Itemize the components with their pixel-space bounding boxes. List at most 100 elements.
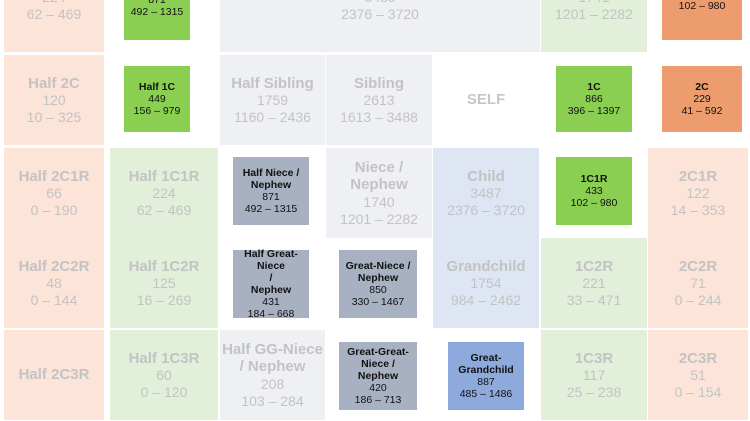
shared-cm-average: 3487: [470, 185, 502, 202]
shared-cm-average: 2613: [363, 92, 395, 109]
relationship-cell: Half GG-Niece / Nephew 208 103 – 284: [220, 330, 325, 420]
shared-cm-average: 60: [156, 367, 172, 384]
relationship-name: 1C: [587, 80, 601, 93]
shared-cm-range: 492 – 1315: [130, 6, 184, 19]
relationship-cell: Great-Niece / Nephew 850 330 – 1467: [339, 250, 417, 318]
relationship-cell: Half Sibling 1759 1160 – 2436: [220, 55, 325, 145]
shared-cm-average: 66: [46, 185, 62, 202]
relationship-cell: 2C2R 71 0 – 244: [648, 238, 748, 328]
shared-cm-range: 62 – 469: [26, 6, 82, 22]
relationship-cell: Great- Grandchild 887 485 – 1486: [448, 342, 524, 410]
shared-cm-average: 120: [42, 92, 66, 109]
relationship-name: SELF: [466, 91, 506, 109]
relationship-cell: 34852376 – 3720: [220, 0, 540, 52]
relationship-name: Half 1C1R: [128, 167, 200, 185]
relationship-cell: Half 1C 449 156 – 979: [124, 66, 190, 132]
shared-cm-range: 1201 – 2282: [340, 210, 418, 227]
relationship-name: 2C1R: [678, 167, 718, 185]
shared-cm-average: 420: [369, 381, 387, 394]
shared-cm-range: 102 – 980: [678, 0, 726, 12]
shared-cm-average: 224: [152, 185, 176, 202]
shared-cm-average: 117: [582, 367, 606, 384]
shared-cm-range: 0 – 144: [30, 291, 78, 308]
shared-cm-range: 2376 – 3720: [447, 201, 525, 218]
shared-cm-range: 156 – 979: [133, 105, 181, 118]
shared-cm-range: 492 – 1315: [244, 203, 298, 216]
relationship-name: Half Great-Niece / Nephew: [244, 247, 298, 296]
relationship-name: Grandchild: [446, 257, 526, 275]
shared-cm-average: 125: [152, 275, 176, 292]
shared-cm-average: 449: [148, 92, 166, 105]
relationship-name: Great- Grandchild: [458, 351, 514, 376]
relationship-cell: Great-Great- Niece / Nephew 420 186 – 713: [339, 342, 417, 410]
relationship-cell: 1C2R 221 33 – 471: [541, 238, 647, 328]
shared-cm-range: 103 – 284: [241, 392, 304, 409]
shared-cm-average: 1740: [363, 194, 395, 211]
shared-cm-average: 1754: [470, 275, 502, 292]
relationship-cell: 1C1R 433 102 – 980: [556, 157, 632, 225]
shared-cm-range: 33 – 471: [566, 291, 622, 308]
relationship-cell: Half 1C3R 60 0 – 120: [110, 330, 218, 420]
relationship-cell: Grandchild 1754 984 – 2462: [433, 238, 539, 328]
relationship-cell: 2C 229 41 – 592: [662, 66, 742, 132]
relationship-cell: 2C3R 51 0 – 154: [648, 330, 748, 420]
relationship-name: Half 2C3R: [18, 366, 90, 384]
shared-cm-range: 41 – 592: [681, 105, 723, 118]
shared-cm-range: 1160 – 2436: [234, 108, 311, 125]
relationship-name: Half 1C: [138, 80, 176, 93]
relationship-name: Half GG-Niece / Nephew: [222, 340, 323, 376]
shared-cm-range: 2376 – 3720: [341, 6, 419, 22]
shared-cm-average: 1741: [578, 0, 609, 6]
shared-cm-range: 62 – 469: [136, 201, 192, 218]
shared-cm-range: 102 – 980: [570, 197, 618, 210]
shared-cm-range: 10 – 325: [26, 108, 82, 125]
shared-cm-range: 0 – 244: [674, 291, 722, 308]
shared-cm-range: 396 – 1397: [567, 105, 621, 118]
shared-cm-average: 871: [262, 190, 280, 203]
relationship-name: Half 1C2R: [128, 257, 200, 275]
shared-cm-range: 186 – 713: [354, 394, 402, 407]
relationship-name: 2C2R: [678, 257, 718, 275]
shared-cm-range: 0 – 154: [674, 383, 722, 400]
shared-cm-average: 208: [260, 376, 285, 393]
shared-cm-average: 1759: [256, 92, 289, 109]
shared-cm-range: 984 – 2462: [450, 291, 522, 308]
relationship-name: 1C1R: [580, 172, 608, 185]
shared-cm-average: 887: [477, 375, 495, 388]
relationship-cell: Half 2C1R 66 0 – 190: [4, 148, 104, 238]
relationship-cell: 2C1R 122 14 – 353: [648, 148, 748, 238]
relationship-name: 1C2R: [574, 257, 614, 275]
relationship-name: Great-Niece / Nephew: [345, 259, 411, 284]
shared-cm-range: 330 – 1467: [351, 296, 405, 309]
shared-cm-average: 51: [690, 367, 706, 384]
relationship-cell: Half Niece / Nephew 871 492 – 1315: [233, 157, 309, 225]
shared-cm-average: 48: [46, 275, 62, 292]
shared-cm-average: 229: [693, 92, 711, 105]
relationship-cell: 1C3R 117 25 – 238: [541, 330, 647, 420]
relationship-cell: Niece / Nephew 1740 1201 – 2282: [326, 148, 432, 238]
shared-cm-average: 871: [148, 0, 166, 6]
shared-cm-average: 866: [585, 92, 603, 105]
shared-cm-average: 224: [42, 0, 65, 6]
shared-cm-average: 850: [369, 283, 387, 296]
relationship-cell: Half 1C2R 125 16 – 269: [110, 238, 218, 328]
relationship-name: Niece / Nephew: [350, 158, 408, 194]
shared-cm-average: 122: [686, 185, 710, 202]
shared-cm-average: 431: [262, 295, 280, 308]
relationship-cell: Half 1C1R 224 62 – 469: [110, 148, 218, 238]
shared-cm-range: 0 – 190: [30, 201, 78, 218]
relationship-name: Half 1C3R: [128, 349, 200, 367]
relationship-name: Half 2C1R: [18, 167, 90, 185]
shared-cm-average: 433: [585, 184, 603, 197]
relationship-cell: Half Great-Niece / Nephew 431 184 – 668: [233, 247, 309, 320]
shared-cm-average: 221: [582, 275, 606, 292]
relationship-name: Child: [467, 167, 505, 185]
relationship-cell: Half 2C2R 48 0 – 144: [4, 238, 104, 328]
relationship-name: Half 2C: [28, 74, 80, 92]
shared-cm-range: 25 – 238: [566, 383, 622, 400]
shared-cm-range: 14 – 353: [670, 201, 726, 218]
relationship-name: 2C: [695, 80, 709, 93]
relationship-name: Half Niece / Nephew: [242, 166, 300, 191]
